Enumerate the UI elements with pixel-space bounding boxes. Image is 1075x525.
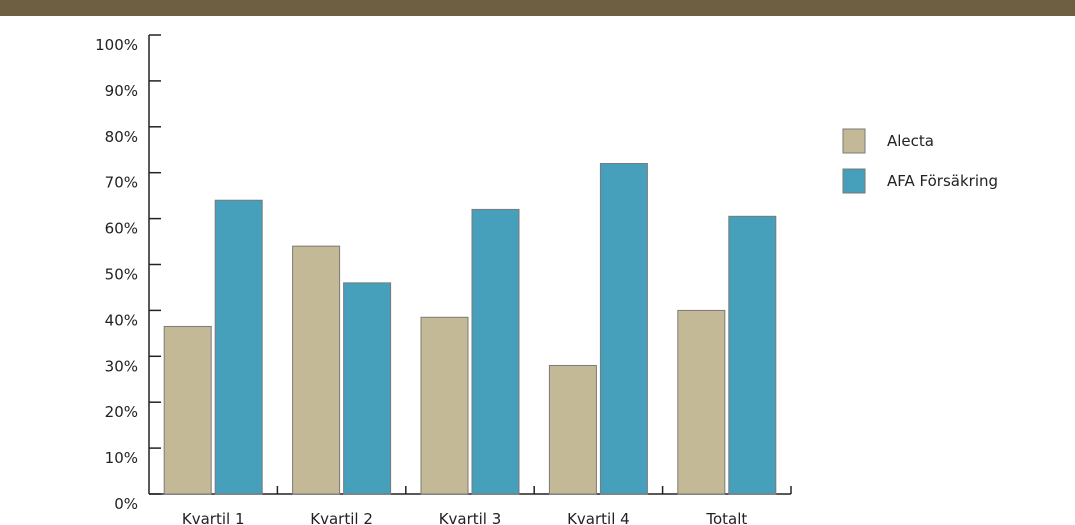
- y-tick-label: 30%: [105, 357, 138, 375]
- bar-afa-f-rs-kring-5: [728, 215, 777, 495]
- x-tick-label: Totalt: [705, 510, 747, 525]
- bar-alecta-3: [420, 316, 469, 495]
- bar-afa-f-rs-kring-3: [471, 208, 520, 495]
- y-tick-label: 20%: [105, 403, 138, 421]
- y-tick-label: 60%: [105, 220, 138, 238]
- chart-bars: [163, 163, 777, 495]
- x-tick-label: Kvartil 3: [439, 510, 502, 525]
- y-tick-label: 80%: [105, 128, 138, 146]
- x-tick-label: Kvartil 2: [310, 510, 373, 525]
- x-tick-label: Kvartil 4: [567, 510, 630, 525]
- legend-label: Alecta: [887, 132, 934, 150]
- bar-alecta-4: [548, 364, 597, 495]
- y-tick-label: 70%: [105, 174, 138, 192]
- chart-legend: Alecta AFA Försäkring: [842, 128, 998, 194]
- x-axis-labels: Kvartil 1 Kvartil 2 Kvartil 3 Kvartil 4 Tota…: [182, 510, 747, 525]
- chart-axes: 0% 10% 20% 30% 40% 50% 60% 70% 80% 90% 100%: [95, 34, 792, 513]
- y-tick-label: 50%: [105, 266, 138, 284]
- bar-afa-f-rs-kring-1: [214, 199, 263, 495]
- legend-label: AFA Försäkring: [887, 172, 998, 190]
- y-tick-label: 10%: [105, 449, 138, 467]
- x-tick-label: Kvartil 1: [182, 510, 245, 525]
- bar-afa-f-rs-kring-4: [599, 163, 648, 495]
- legend-swatch: [842, 168, 866, 194]
- legend-swatch: [842, 128, 866, 154]
- bar-alecta-1: [163, 325, 212, 495]
- y-tick-label: 40%: [105, 311, 138, 329]
- bar-alecta-2: [292, 245, 341, 495]
- bar-afa-f-rs-kring-2: [343, 282, 392, 495]
- y-tick-label: 0%: [114, 495, 138, 513]
- y-tick-label: 90%: [105, 82, 138, 100]
- header-bar: [0, 0, 1075, 16]
- y-tick-label: 100%: [95, 36, 138, 54]
- bar-alecta-5: [677, 309, 726, 495]
